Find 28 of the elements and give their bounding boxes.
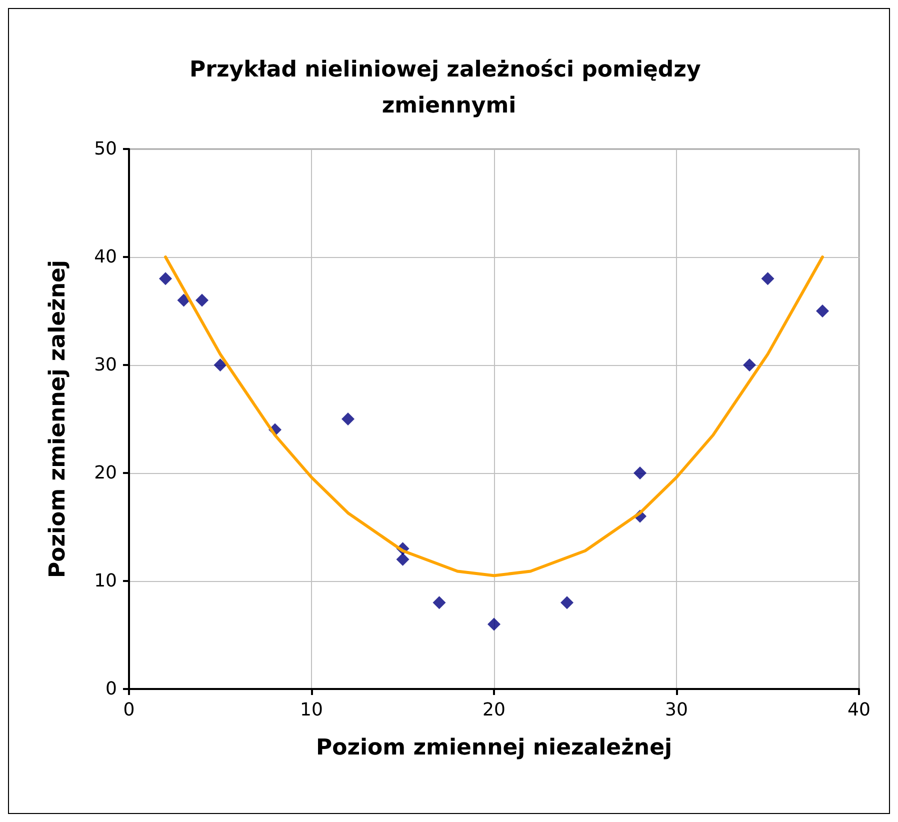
line-series bbox=[164, 256, 824, 578]
x-tick-label: 20 bbox=[482, 700, 506, 720]
point bbox=[177, 294, 190, 307]
point bbox=[560, 596, 574, 610]
point bbox=[432, 596, 446, 610]
y-tick-label: 50 bbox=[94, 138, 117, 160]
y-tick-label: 0 bbox=[106, 678, 117, 700]
point bbox=[743, 358, 756, 372]
x-tick-label: 0 bbox=[123, 700, 135, 720]
point bbox=[196, 294, 208, 307]
point bbox=[214, 358, 227, 372]
y-tick-label: 30 bbox=[94, 354, 117, 376]
x-tick-label: 40 bbox=[848, 700, 870, 720]
y-axis-title: Poziom zmiennej zależnej bbox=[46, 260, 70, 578]
x-tick-label: 30 bbox=[665, 700, 688, 720]
y-tick-label: 20 bbox=[94, 462, 117, 484]
chart-title: Przykład nieliniowej zależności pomiędzy zmiennymi bbox=[190, 58, 708, 118]
point bbox=[396, 552, 410, 566]
y-tick-label: 10 bbox=[94, 570, 117, 592]
y-tick-label: 40 bbox=[94, 246, 117, 268]
point bbox=[488, 618, 500, 631]
x-axis-title: Poziom zmiennej niezależnej bbox=[316, 736, 672, 760]
point bbox=[634, 466, 646, 480]
point bbox=[342, 412, 354, 426]
point bbox=[761, 272, 774, 286]
point bbox=[816, 304, 829, 318]
point bbox=[159, 272, 172, 286]
x-tick-label: 10 bbox=[300, 700, 323, 720]
